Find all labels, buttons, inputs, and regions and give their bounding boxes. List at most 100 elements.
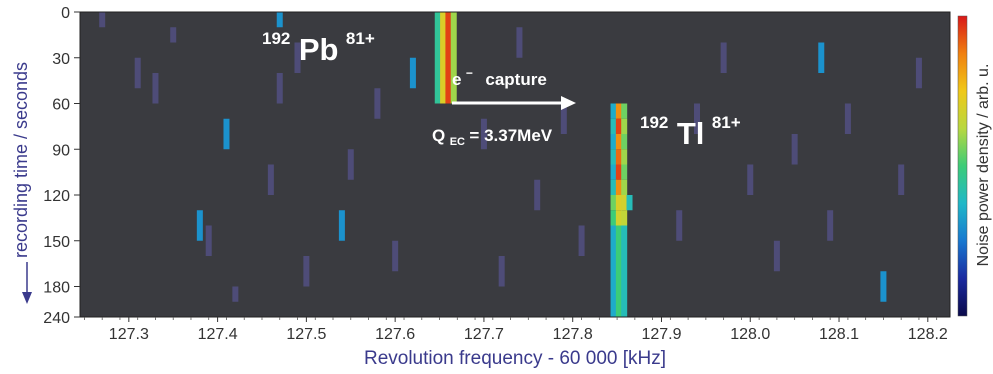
tl-trace-cell: [621, 103, 628, 119]
x-tick-label: 127.9: [641, 326, 681, 343]
noise-cell: [578, 225, 585, 256]
capture-word: capture: [485, 70, 546, 89]
capture-label: e − capture: [452, 64, 547, 89]
capture-electron: e: [452, 70, 461, 89]
noise-cell: [205, 225, 212, 256]
x-tick-label: 127.7: [464, 326, 504, 343]
tl-trace-cell: [610, 164, 617, 180]
tl-trace-cell: [626, 195, 633, 211]
pb-trace-cell: [445, 12, 452, 104]
noise-cell: [392, 240, 399, 272]
y-axis-arrow: [22, 262, 32, 304]
noise-cell: [223, 118, 230, 150]
noise-cell: [338, 210, 345, 241]
tl-trace-cell: [621, 134, 628, 150]
qec-value: = 3.37MeV: [469, 126, 552, 145]
x-tick-label: 128.2: [908, 326, 948, 343]
y-axis-label: recording time / seconds: [11, 62, 31, 258]
tl-trace-cell: [610, 149, 617, 165]
noise-cell: [844, 103, 851, 134]
x-tick-label: 127.6: [375, 326, 415, 343]
noise-cell: [170, 27, 177, 43]
plot-frame: [79, 11, 951, 318]
tl-trace-cell: [615, 195, 622, 211]
pb-trace-cell: [440, 12, 447, 104]
noise-cell: [818, 42, 825, 73]
tl-trace-cell: [621, 195, 628, 211]
pb-trace-cell: [434, 12, 441, 104]
qec-q: Q: [432, 126, 445, 145]
pb-element: Pb: [299, 32, 339, 67]
tl-trace-cell: [615, 118, 622, 134]
noise-cell: [232, 286, 239, 302]
x-tick-label: 127.3: [109, 326, 149, 343]
pb-ion-label: 192 Pb 81+: [262, 29, 375, 67]
tl-trace-cell: [610, 210, 617, 226]
qec-label: Q EC = 3.37MeV: [432, 126, 553, 149]
tl-trace-cell: [615, 210, 622, 226]
tl-trace-cell: [621, 210, 628, 226]
y-tick-label: 60: [52, 97, 70, 114]
x-tick-label: 127.8: [553, 326, 593, 343]
noise-cell: [915, 57, 922, 89]
y-axis-label-group: recording time / seconds: [11, 62, 31, 258]
noise-cell: [791, 134, 798, 165]
x-axis-ticks: 127.3 127.4 127.5 127.6 127.7 127.8 127.9 128.0…: [84, 317, 948, 343]
x-tick-label: 128.0: [730, 326, 770, 343]
tl-trace-cell: [615, 134, 622, 150]
x-tick-label: 127.4: [198, 326, 238, 343]
noise-cell: [134, 57, 141, 89]
noise-cell: [347, 149, 354, 180]
noise-cell: [152, 73, 159, 104]
noise-cell: [534, 179, 541, 211]
noise-cell: [747, 164, 754, 195]
tl-trace-cell: [610, 134, 617, 150]
tl-trace-cell: [610, 179, 617, 195]
colorbar-label-group: Noise power density / arb. u.: [975, 64, 992, 267]
tl-trace-cell: [610, 103, 617, 119]
noise-cell: [374, 88, 381, 119]
tl-ion-label: 192 Tl 81+: [640, 113, 741, 151]
tl-trace-cell: [615, 103, 622, 119]
tl-mass: 192: [640, 113, 668, 132]
tl-trace-cell: [621, 179, 628, 195]
noise-cell: [294, 42, 301, 73]
noise-cell: [276, 73, 283, 104]
noise-cell: [773, 240, 780, 272]
pb-charge: 81+: [346, 29, 375, 48]
pb-mass: 192: [262, 29, 290, 48]
capture-arrow: [452, 96, 576, 110]
qec-sub: EC: [450, 136, 465, 148]
y-tick-label: 150: [43, 234, 70, 251]
x-axis-label: Revolution frequency - 60 000 [kHz]: [364, 348, 666, 369]
tl-charge: 81+: [712, 113, 741, 132]
tl-trace-cell: [621, 164, 628, 180]
noise-cell: [880, 271, 887, 302]
noise-cell: [267, 164, 274, 195]
noise-cell: [99, 12, 106, 28]
plot-area: [80, 12, 950, 317]
noise-cell: [196, 210, 203, 241]
noise-cell: [693, 103, 700, 134]
noise-cell: [827, 210, 834, 241]
y-tick-label: 30: [52, 51, 70, 68]
y-tick-label: 180: [43, 280, 70, 297]
noise-cell: [498, 256, 505, 287]
noise-cell: [676, 210, 683, 241]
y-tick-label: 240: [43, 310, 70, 327]
y-tick-label: 90: [52, 142, 70, 159]
noise-cell: [480, 118, 487, 150]
y-tick-label: 120: [43, 188, 70, 205]
noise-cell: [303, 256, 310, 287]
ion-traces: [434, 12, 633, 317]
noise-cell: [898, 164, 905, 195]
tl-trace-cell: [621, 225, 628, 317]
tl-trace-cell: [610, 118, 617, 134]
capture-electron-sup: −: [466, 66, 473, 80]
tl-trace-cell: [615, 225, 622, 317]
x-tick-label: 128.1: [819, 326, 859, 343]
y-axis-ticks: 0 30 60 90 120 150 180 240: [43, 5, 80, 327]
tl-trace-cell: [615, 164, 622, 180]
noise-cell: [516, 27, 523, 58]
